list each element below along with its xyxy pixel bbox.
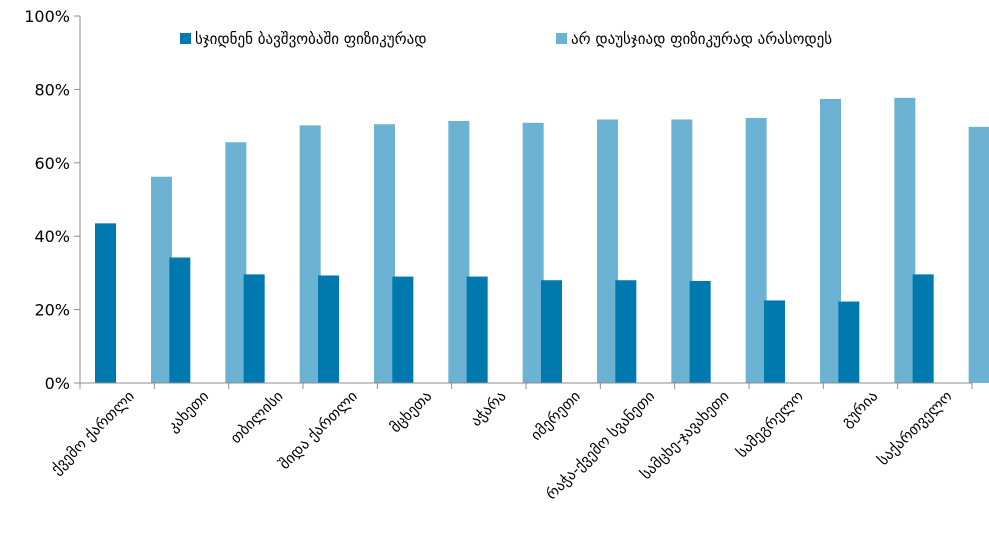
bar-series-2 [968, 126, 989, 384]
x-tick-label: საქართველო [874, 387, 956, 469]
y-tick-label: 80% [34, 80, 70, 99]
bar-series-1 [466, 276, 488, 383]
y-tick-label: 0% [45, 374, 70, 393]
bar-series-1 [615, 280, 637, 383]
bar-series-1 [243, 274, 265, 383]
bar-series-2 [225, 142, 247, 383]
y-tick-label: 100% [24, 7, 70, 26]
bar-series-1 [764, 300, 785, 383]
bar-series-1 [169, 257, 191, 383]
y-axis: 0% 20% 40% 60% 80% 100% [24, 7, 81, 393]
bar-series-1 [838, 301, 860, 383]
bar-series-2 [151, 176, 172, 383]
bar-series-1 [95, 223, 116, 383]
y-tick-label: 20% [34, 301, 70, 320]
bar-series-2 [894, 97, 916, 383]
bar-series-2 [745, 118, 767, 383]
bar-series-1 [318, 275, 339, 383]
x-tick-label: გურია [838, 387, 882, 431]
legend-swatch-1 [180, 33, 191, 44]
bar-series-1 [541, 280, 562, 383]
x-tick-label: აჭარა [467, 387, 510, 430]
legend-swatch-2 [556, 33, 567, 44]
y-tick-label: 60% [34, 154, 70, 173]
bar-series-2 [299, 125, 321, 383]
bar-series-2 [522, 122, 544, 383]
bars [95, 97, 989, 384]
y-tick-label: 40% [34, 227, 70, 246]
bar-series-2 [671, 119, 693, 383]
bar-series-1 [912, 274, 934, 383]
bar-series-1 [392, 276, 414, 383]
bar-series-2 [374, 124, 395, 383]
x-tick-label: თბილისი [227, 387, 287, 447]
bar-series-2 [820, 98, 841, 383]
bar-series-1 [689, 280, 711, 383]
bar-series-2 [448, 120, 470, 383]
legend: სჯიდნენ ბავშვობაში ფიზიკურად არ დაუსჯიად … [180, 30, 832, 48]
x-tick-label: კახეთი [164, 387, 213, 436]
legend-label-1: სჯიდნენ ბავშვობაში ფიზიკურად [195, 30, 426, 48]
x-tick-label: სამეგრელო [733, 387, 807, 461]
bar-series-2 [597, 119, 618, 383]
x-tick-label: ქვემო ქართლი [47, 387, 138, 478]
x-tick-label: შიდა ქართლი [275, 387, 361, 473]
x-tick-label: მცხეთა [386, 387, 435, 436]
x-tick-label: იმერეთი [527, 387, 584, 444]
legend-label-2: არ დაუსჯიად ფიზიკურად არასოდეს [571, 30, 832, 48]
